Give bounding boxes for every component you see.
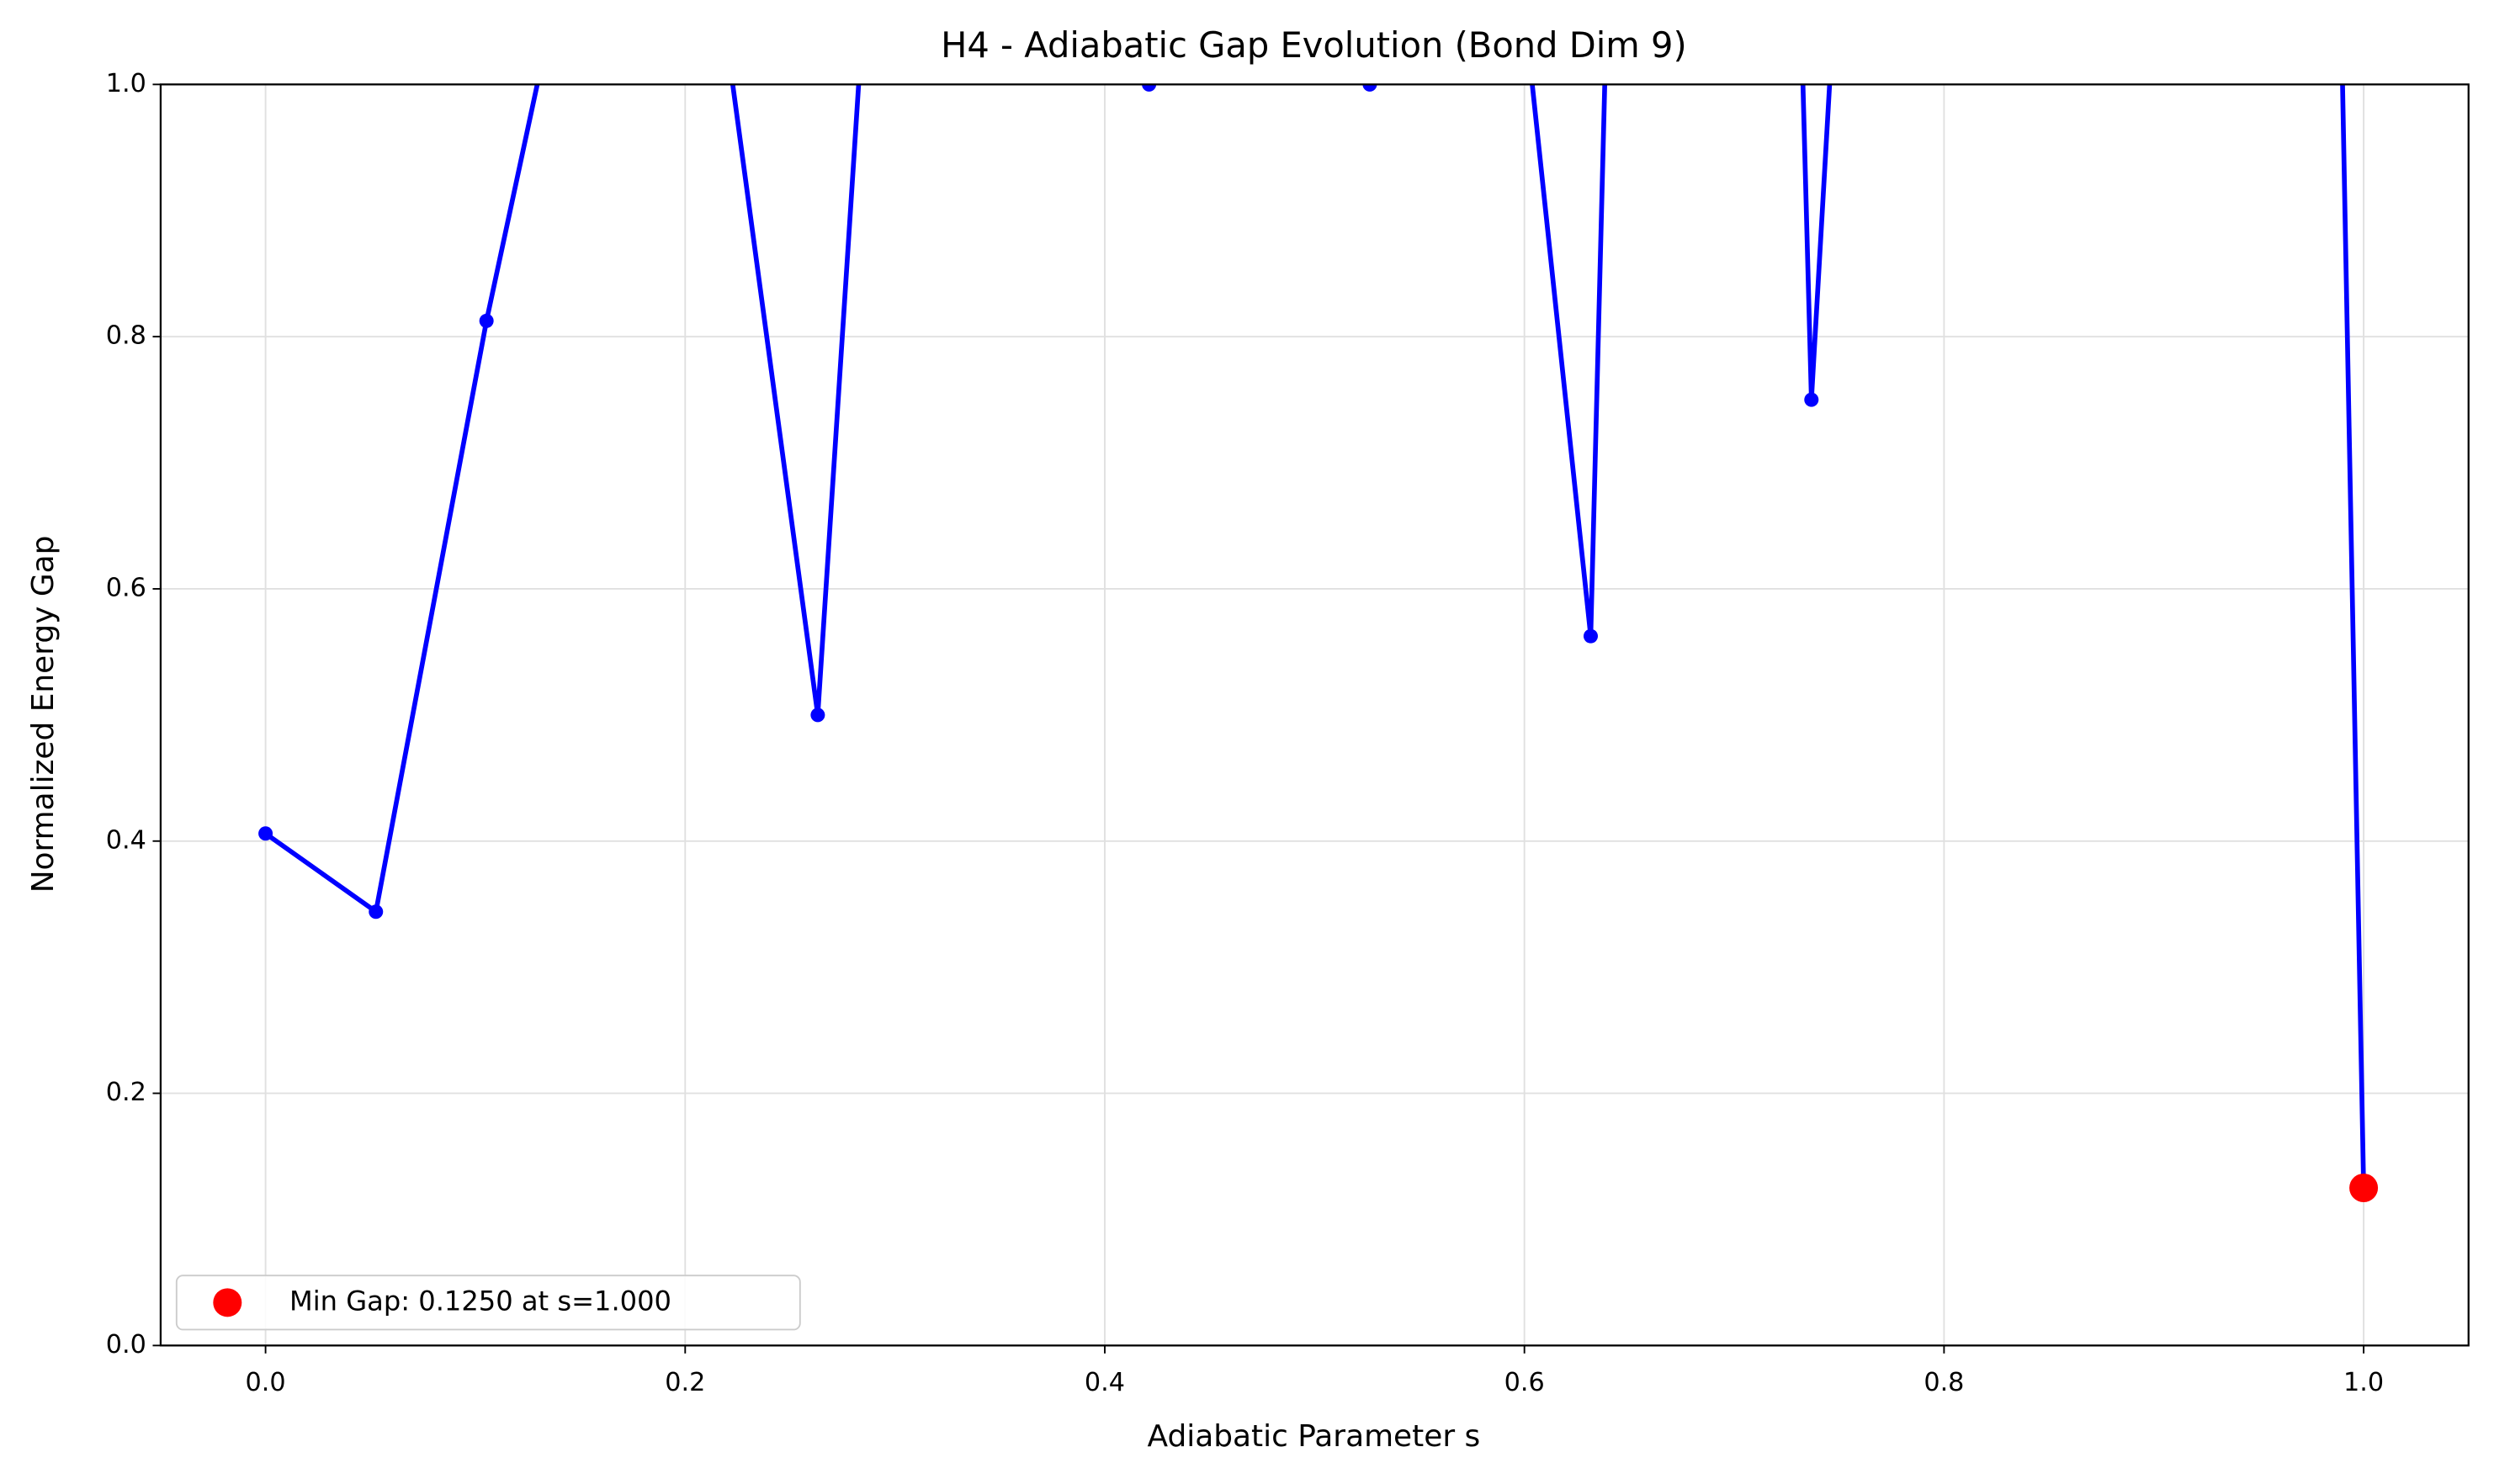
x-tick-label: 1.0 [2343, 1368, 2384, 1397]
plot-area [258, 84, 2379, 1203]
data-line [263, 84, 2366, 1189]
data-point [1362, 84, 1377, 92]
legend-box [175, 1275, 801, 1331]
data-point [1583, 628, 1598, 644]
data-point [479, 313, 494, 328]
data-point [810, 708, 825, 723]
min-gap-point [2349, 1173, 2379, 1203]
x-axis-label: Adiabatic Parameter s [1148, 1419, 1481, 1454]
plot-frame [159, 83, 2470, 1347]
legend-marker [213, 1288, 242, 1317]
legend-label: Min Gap: 0.1250 at s=1.000 [289, 1285, 671, 1317]
y-tick-label: 1.0 [106, 69, 146, 98]
x-tick-label: 0.2 [665, 1368, 705, 1397]
y-tick-label: 0.6 [106, 573, 146, 602]
x-tick-label: 0.8 [1924, 1368, 1964, 1397]
y-axis-label: Normalized Energy Gap [26, 536, 61, 893]
x-tick-label: 0.4 [1085, 1368, 1125, 1397]
x-tick-label: 0.0 [246, 1368, 286, 1397]
y-tick-label: 0.0 [106, 1330, 146, 1359]
y-tick-label: 0.4 [106, 825, 146, 855]
chart-title: H4 - Adiabatic Gap Evolution (Bond Dim 9… [941, 24, 1687, 66]
data-point [258, 826, 273, 841]
data-point [1142, 84, 1157, 92]
data-point [1804, 392, 1819, 407]
data-point [369, 904, 384, 920]
x-tick-label: 0.6 [1504, 1368, 1545, 1397]
y-tick-label: 0.8 [106, 321, 146, 351]
y-tick-label: 0.2 [106, 1078, 146, 1107]
